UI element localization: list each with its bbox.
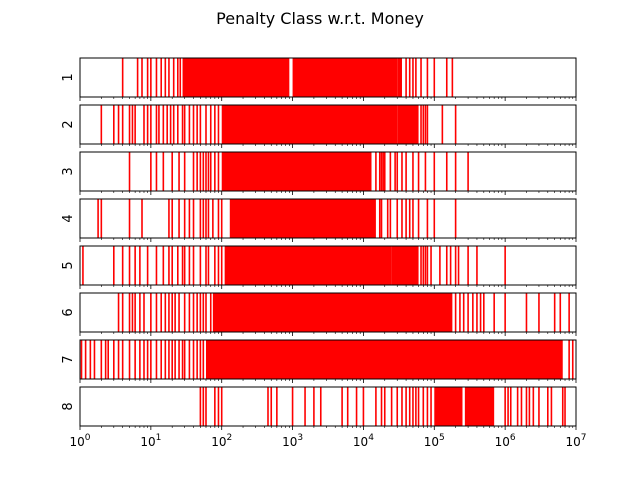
panel-label: 8 [61, 402, 76, 410]
barcode-fill [292, 58, 398, 97]
panel-label: 1 [61, 73, 76, 81]
panel-5: 5 [61, 245, 577, 289]
panel-8: 8 [61, 386, 577, 430]
barcode-fill [229, 199, 376, 238]
panel-6: 6 [61, 292, 577, 336]
chart-title: Penalty Class w.r.t. Money [216, 9, 424, 28]
panel-frame [79, 339, 577, 380]
panel-label: 2 [61, 120, 76, 128]
barcode-fill [205, 340, 563, 379]
x-axis: 100 101 102 103 104 105 106 107 [69, 433, 586, 449]
panel-frame [79, 151, 577, 192]
panel-frame [79, 386, 577, 427]
barcode-fill [221, 105, 398, 144]
panel-label: 6 [61, 308, 76, 316]
panels: 1 2 3 4 5 6 7 8 [61, 57, 577, 430]
panel-frame [79, 57, 577, 98]
x-tick-label: 102 [211, 433, 232, 449]
barcode-fill [224, 246, 392, 285]
barcode-fill [434, 387, 463, 426]
barcode-fill [182, 58, 290, 97]
panel-frame [79, 198, 577, 239]
panel-4: 4 [61, 198, 577, 242]
x-tick-label: 107 [565, 433, 586, 449]
barcode-fill [397, 105, 419, 144]
x-tick-label: 105 [424, 433, 445, 449]
x-tick-label: 106 [495, 433, 516, 449]
panel-label: 7 [61, 355, 76, 363]
barcode-fill [221, 152, 372, 191]
x-tick-label: 103 [282, 433, 303, 449]
panel-frame [79, 245, 577, 286]
x-tick-label: 101 [140, 433, 161, 449]
panel-label: 3 [61, 167, 76, 175]
panel-frame [79, 292, 577, 333]
panel-7: 7 [61, 339, 577, 383]
barcode-fill [212, 293, 453, 332]
panel-label: 4 [61, 214, 76, 222]
panel-1: 1 [61, 57, 577, 101]
panel-2: 2 [61, 104, 577, 148]
panel-background [80, 387, 576, 426]
panel-frame [79, 104, 577, 145]
panel-label: 5 [61, 261, 76, 269]
panel-3: 3 [61, 151, 577, 195]
barcode-fill [391, 246, 419, 285]
barcode-fill [397, 58, 402, 97]
x-tick-label: 104 [353, 433, 374, 449]
barcode-fill [464, 387, 495, 426]
x-tick-label: 100 [69, 433, 90, 449]
